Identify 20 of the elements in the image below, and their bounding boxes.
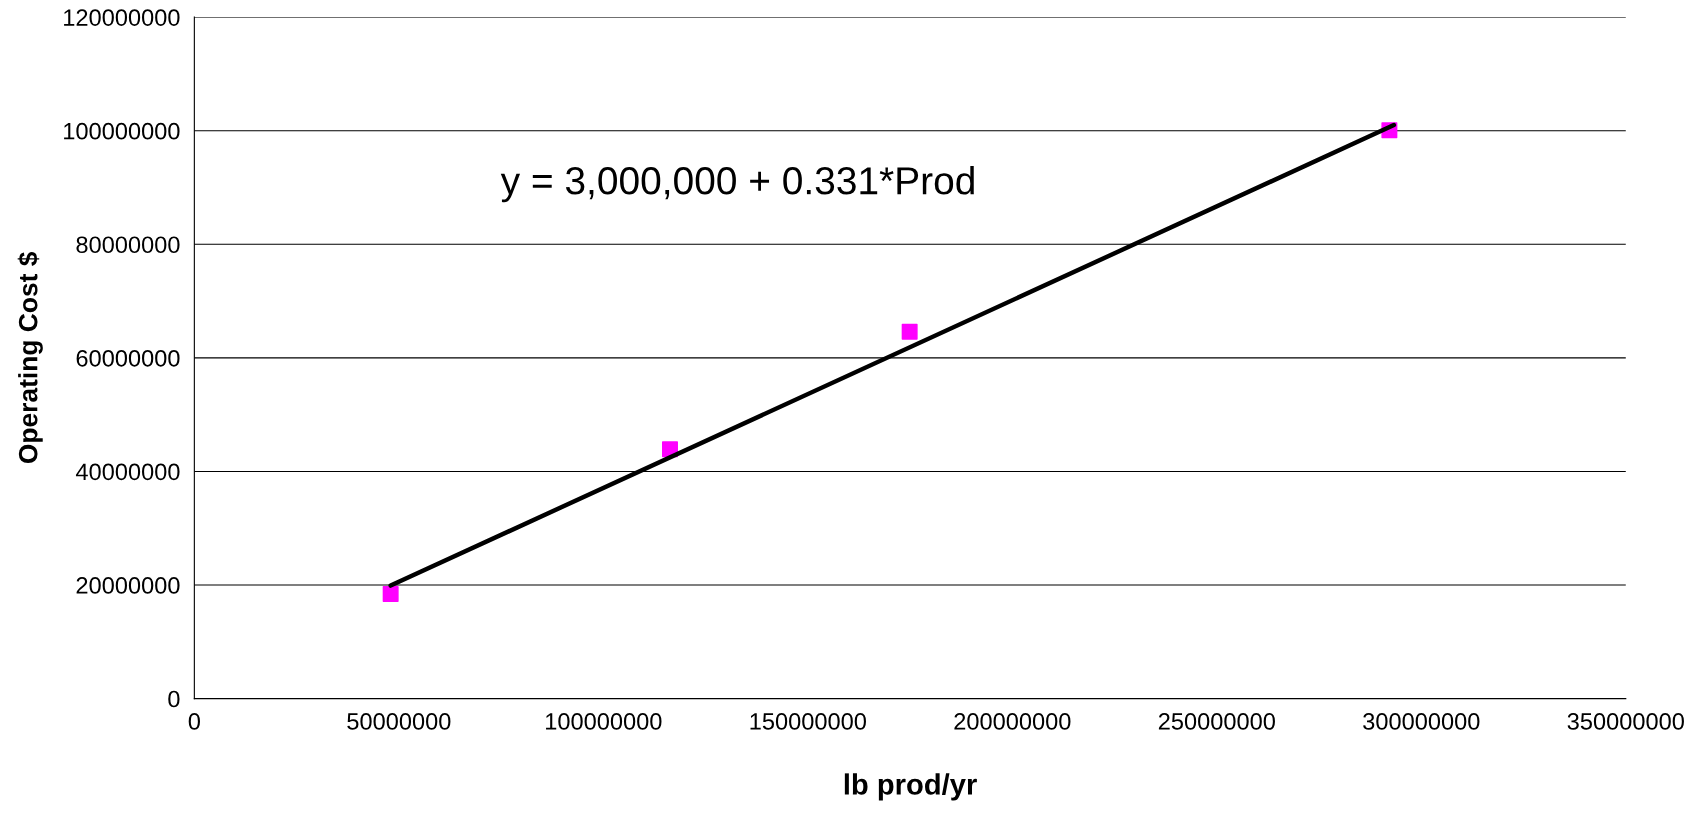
- x-tick-label: 150000000: [750, 713, 866, 730]
- y-tick-label: 80000000: [76, 236, 180, 254]
- y-tick-label: 20000000: [76, 577, 180, 594]
- x-tick-label: 300000000: [1363, 713, 1480, 730]
- point: [382, 586, 399, 603]
- y-tick-label: 40000000: [75, 463, 180, 481]
- x-tick-label: 350000000: [1567, 713, 1684, 730]
- annotation: y = 3,000,000 + 0.331*Prod: [500, 165, 974, 203]
- x-tick-label: 100000000: [546, 713, 662, 730]
- x-tick-label: 250000000: [1158, 713, 1275, 730]
- x-tick-label: 0: [188, 713, 200, 730]
- x-axis-title: lb prod/yr: [844, 773, 977, 801]
- y-tick-label: 60000000: [76, 349, 180, 367]
- y-tick-label: 120000000: [64, 9, 180, 26]
- y-tick-label: 100000000: [64, 122, 180, 140]
- point: [901, 323, 918, 340]
- y-tick-label: 0: [168, 690, 180, 708]
- x-tick-label: 50000000: [347, 713, 451, 730]
- y-axis-title: Operating Cost $: [17, 251, 43, 464]
- x-tick-label: 200000000: [954, 713, 1071, 730]
